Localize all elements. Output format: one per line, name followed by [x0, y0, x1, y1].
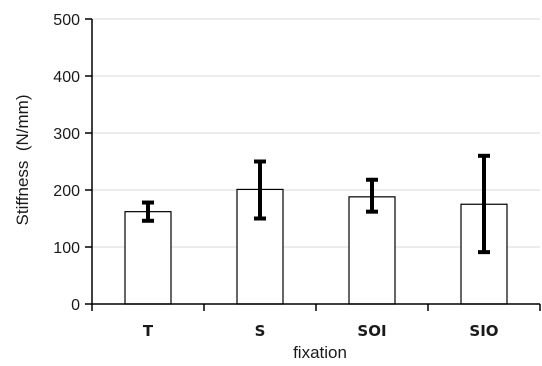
error-bars	[142, 153, 490, 255]
bar-t	[124, 211, 172, 305]
x-axis-title: fixation	[293, 343, 347, 362]
y-tick-label-100: 100	[53, 240, 80, 257]
x-tick-label-t: T	[143, 322, 154, 340]
y-tick-label-300: 300	[53, 126, 80, 143]
x-tick-labels: T S SOI SIO	[143, 322, 499, 340]
x-tick-label-soi: SOI	[357, 322, 386, 340]
axes	[85, 18, 541, 311]
x-tick-label-sio: SIO	[469, 322, 498, 340]
y-tick-label-500: 500	[53, 12, 80, 29]
bars	[124, 188, 508, 305]
y-axis-title: Stiffness (N/mm)	[13, 95, 32, 226]
y-tick-label-400: 400	[53, 69, 80, 86]
y-tick-label-200: 200	[53, 183, 80, 200]
x-tick-label-s: S	[255, 322, 266, 340]
y-tick-labels: 0 100 200 300 400 500	[53, 12, 80, 314]
y-tick-label-0: 0	[71, 297, 80, 314]
